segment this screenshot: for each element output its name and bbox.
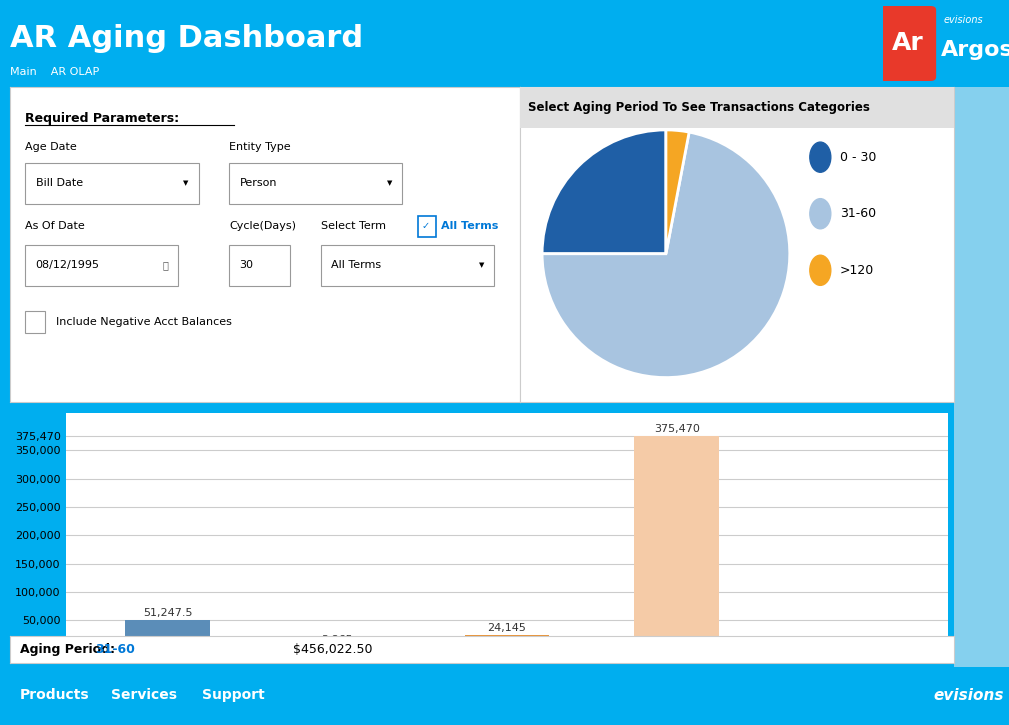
Text: 08/12/1995: 08/12/1995	[35, 260, 100, 270]
Circle shape	[810, 142, 830, 173]
Text: Support: Support	[202, 688, 264, 703]
Text: Required Parameters:: Required Parameters:	[25, 112, 180, 125]
Text: Aging Period:: Aging Period:	[19, 643, 115, 656]
Text: 1,295: 1,295	[830, 636, 863, 646]
Text: ✓: ✓	[422, 221, 430, 231]
Circle shape	[810, 255, 830, 286]
Text: Ar: Ar	[891, 31, 923, 56]
FancyBboxPatch shape	[25, 245, 179, 286]
Text: 24,145: 24,145	[487, 624, 527, 633]
FancyBboxPatch shape	[25, 162, 199, 204]
Text: 375,470: 375,470	[654, 423, 700, 434]
Text: Entity Type: Entity Type	[229, 142, 291, 152]
Text: Select Aging Period To See Transactions Categories: Select Aging Period To See Transactions …	[529, 101, 870, 114]
Bar	[464, 635, 550, 649]
Text: All Terms: All Terms	[441, 221, 498, 231]
FancyBboxPatch shape	[418, 216, 436, 237]
Text: All Terms: All Terms	[331, 260, 381, 270]
Text: Cycle(Days): Cycle(Days)	[229, 221, 297, 231]
Text: ▼: ▼	[387, 181, 393, 186]
Bar	[520, 87, 954, 128]
Circle shape	[934, 0, 1009, 725]
Text: Products: Products	[20, 688, 90, 703]
Text: 📅: 📅	[162, 260, 169, 270]
Text: ▼: ▼	[479, 262, 484, 268]
Text: 0 - 30: 0 - 30	[839, 151, 877, 164]
Text: Person: Person	[239, 178, 276, 188]
Text: Include Negative Acct Balances: Include Negative Acct Balances	[55, 317, 232, 327]
Text: >120: >120	[839, 264, 874, 277]
Text: 30: 30	[239, 260, 253, 270]
Text: evisions: evisions	[933, 688, 1004, 703]
Bar	[804, 648, 889, 649]
FancyBboxPatch shape	[879, 6, 936, 81]
Bar	[635, 436, 719, 649]
Text: 31-60: 31-60	[839, 207, 876, 220]
Text: Age Date: Age Date	[25, 142, 77, 152]
FancyBboxPatch shape	[229, 245, 291, 286]
Bar	[125, 620, 210, 649]
Circle shape	[920, 0, 1009, 725]
Text: Select Term: Select Term	[321, 221, 385, 231]
Text: Services: Services	[111, 688, 177, 703]
Text: Bill Date: Bill Date	[35, 178, 83, 188]
FancyBboxPatch shape	[25, 311, 44, 333]
Text: As Of Date: As Of Date	[25, 221, 85, 231]
FancyBboxPatch shape	[229, 162, 403, 204]
Text: 31-60: 31-60	[95, 643, 135, 656]
Circle shape	[810, 199, 830, 229]
Text: AR Aging Dashboard: AR Aging Dashboard	[10, 25, 363, 54]
Text: 3,865: 3,865	[322, 634, 353, 645]
Text: $456,022.50: $456,022.50	[293, 643, 372, 656]
Bar	[295, 647, 379, 649]
Text: 51,247.5: 51,247.5	[142, 608, 192, 618]
Wedge shape	[666, 130, 689, 254]
Text: ▼: ▼	[184, 181, 189, 186]
Text: Main    AR OLAP: Main AR OLAP	[10, 67, 99, 77]
Text: Argos: Argos	[940, 40, 1009, 60]
Wedge shape	[542, 132, 790, 378]
Wedge shape	[542, 130, 666, 254]
Text: evisions: evisions	[944, 14, 984, 25]
FancyBboxPatch shape	[321, 245, 494, 286]
